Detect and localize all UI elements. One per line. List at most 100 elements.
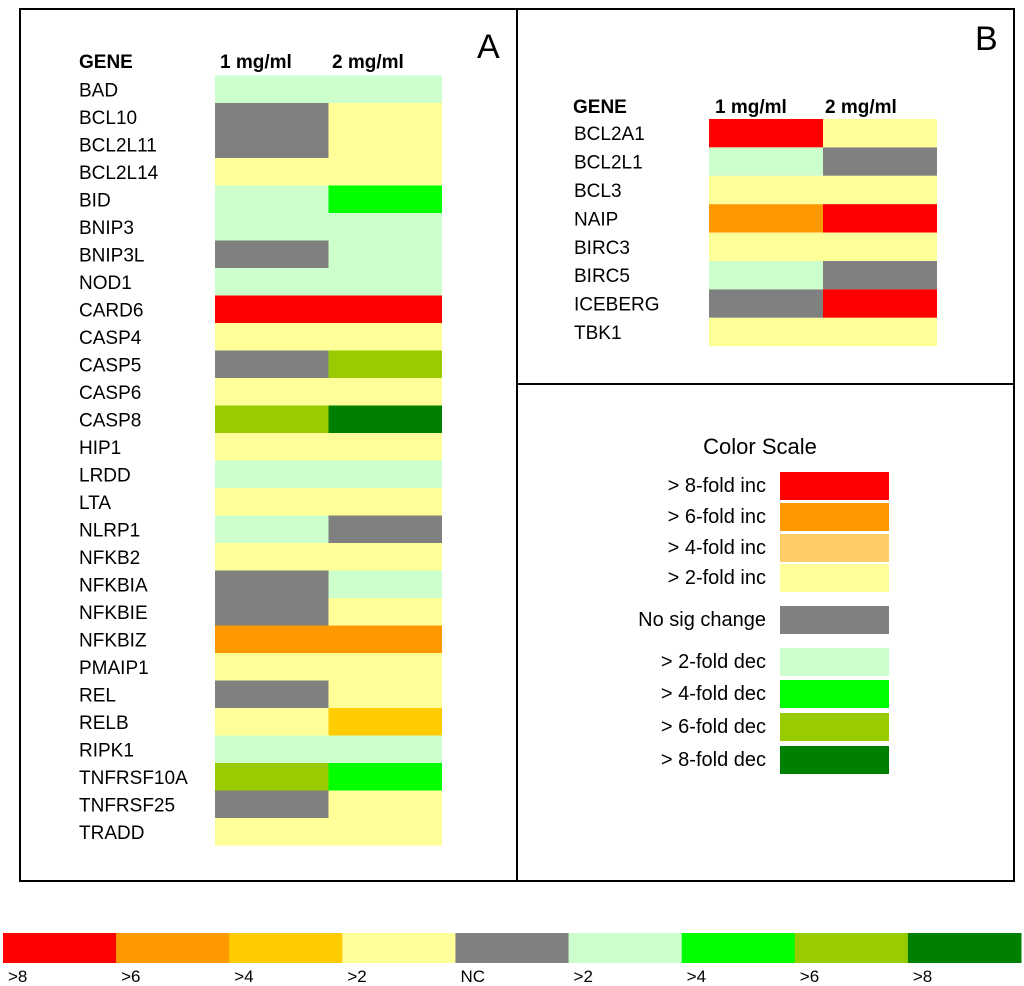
heatmap-cell (215, 460, 329, 488)
heatmap-cell (709, 147, 823, 176)
color-scale-swatch (780, 472, 889, 500)
color-scale-label: No sig change (638, 609, 766, 631)
heatmap-cell (215, 405, 329, 433)
heatmap-cell (328, 543, 442, 571)
gene-label: BAD (79, 80, 118, 101)
color-bar-tick-label: >6 (121, 967, 140, 986)
heatmap-cell (823, 261, 937, 290)
heatmap-cell (328, 158, 442, 186)
gene-label: NFKBIZ (79, 630, 147, 651)
gene-label: BCL2L1 (574, 153, 643, 174)
heatmap-cell (215, 515, 329, 543)
heatmap-cell (709, 119, 823, 148)
gene-label: CASP5 (79, 355, 141, 376)
gene-label: BNIP3 (79, 218, 134, 239)
gene-label: LTA (79, 493, 111, 514)
gene-label: CASP8 (79, 410, 141, 431)
heatmap-cell (215, 735, 329, 763)
heatmap-cell (328, 103, 442, 131)
heatmap-cell (328, 598, 442, 626)
heatmap-a: BAD BCL10 BCL2L11 BCL2L14 BID BNIP3 BNIP3L NOD1… (79, 75, 442, 846)
heatmap-cell (215, 708, 329, 736)
color-scale-swatch (780, 713, 889, 741)
heatmap-cell (823, 119, 937, 148)
heatmap-cell (328, 680, 442, 708)
color-scale-swatch (780, 606, 889, 634)
heatmap-cell (215, 158, 329, 186)
gene-label: BCL10 (79, 108, 137, 129)
color-scale-swatch (780, 564, 889, 592)
gene-label: CARD6 (79, 300, 143, 321)
color-bar-tick-label: >4 (234, 967, 253, 986)
heatmap-cell (215, 103, 329, 131)
heatmap-cell (328, 350, 442, 378)
color-scale-label: > 6-fold dec (661, 716, 766, 738)
heatmap-cell (823, 147, 937, 176)
heatmap-cell (328, 488, 442, 516)
heatmap-cell (215, 185, 329, 213)
panel-b-letter: B (975, 20, 998, 58)
color-bar-segment (907, 933, 1022, 963)
color-scale-swatch (780, 534, 889, 562)
gene-label: BID (79, 190, 111, 211)
color-scale-swatch (780, 746, 889, 774)
heatmap-cell (709, 289, 823, 318)
heatmap-cell (328, 213, 442, 241)
heatmap-cell (215, 570, 329, 598)
gene-label: REL (79, 685, 116, 706)
color-bar-tick-label: >8 (8, 967, 27, 986)
gene-label: BCL2L14 (79, 163, 159, 184)
heatmap-cell (328, 433, 442, 461)
color-bar-tick-label: >2 (574, 967, 593, 986)
gene-label: RIPK1 (79, 740, 134, 761)
color-scale-label: > 6-fold inc (668, 506, 766, 528)
heatmap-cell (328, 708, 442, 736)
color-scale-label: > 4-fold inc (668, 537, 766, 559)
heatmap-cell (328, 75, 442, 103)
gene-label: NLRP1 (79, 520, 140, 541)
color-scale-title: Color Scale (703, 434, 817, 459)
heatmap-cell (823, 289, 937, 318)
color-bar-segment (116, 933, 230, 963)
panel-a-col2-header: 2 mg/ml (332, 52, 404, 73)
gene-label: NAIP (574, 209, 618, 230)
heatmap-cell (823, 175, 937, 205)
gene-label: TNFRSF25 (79, 795, 175, 816)
heatmap-cell (328, 515, 442, 543)
heatmap-cell (328, 268, 442, 296)
color-bar-tick-label: >4 (687, 967, 706, 986)
color-scale-label: > 8-fold dec (661, 749, 766, 771)
color-bar-tick-label: >8 (913, 967, 932, 986)
panel-b-gene-header: GENE (573, 97, 627, 118)
color-scale-swatch (780, 648, 889, 676)
panel-a-gene-header: GENE (79, 52, 133, 73)
color-scale-label: > 2-fold dec (661, 651, 766, 673)
heatmap-cell (215, 543, 329, 571)
gene-label: TRADD (79, 823, 144, 844)
heatmap-cell (215, 680, 329, 708)
gene-label: NFKB2 (79, 548, 140, 569)
heatmap-cell (823, 232, 937, 261)
heatmap-cell (215, 818, 329, 846)
heatmap-cell (328, 763, 442, 791)
heatmap-cell (709, 175, 823, 205)
heatmap-cell (215, 295, 329, 323)
panel-a-col1-header: 1 mg/ml (220, 52, 292, 73)
heatmap-cell (328, 240, 442, 268)
heatmap-cell (328, 185, 442, 213)
gene-label: RELB (79, 713, 129, 734)
heatmap-cell (328, 323, 442, 351)
panel-b-col2-header: 2 mg/ml (825, 97, 897, 118)
color-bar-tick-label: >6 (800, 967, 819, 986)
color-bar-segment (794, 933, 909, 963)
color-scale-legend: > 8-fold inc > 6-fold inc > 4-fold inc > 2-… (638, 472, 889, 774)
gene-label: BIRC5 (574, 266, 630, 287)
gene-label: BCL2A1 (574, 124, 645, 145)
gene-label: BNIP3L (79, 245, 144, 266)
color-bar-tick-label: NC (460, 967, 485, 986)
gene-label: NFKBIA (79, 575, 148, 596)
color-bar-segment (681, 933, 796, 963)
color-scale-label: > 2-fold inc (668, 567, 766, 589)
gene-label: BIRC3 (574, 238, 630, 259)
